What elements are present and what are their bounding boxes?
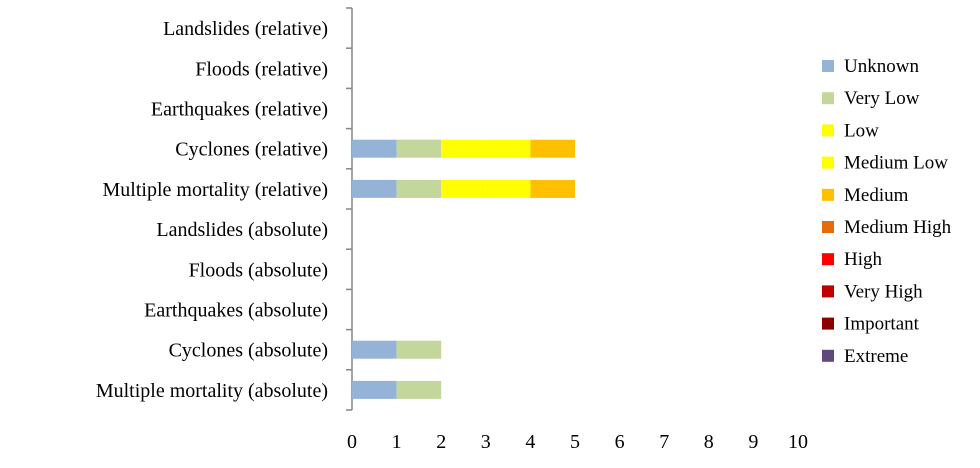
category-label: Earthquakes (absolute) — [144, 300, 328, 322]
bar-segment — [485, 139, 531, 158]
x-tick-label: 9 — [748, 431, 758, 453]
category-label: Landslides (relative) — [163, 18, 328, 40]
legend-swatch — [822, 92, 834, 105]
bar-segment — [396, 179, 442, 198]
category-label: Floods (relative) — [195, 58, 328, 80]
bar-segment — [485, 179, 531, 198]
legend-label: Unknown — [844, 56, 919, 77]
category-label: Multiple mortality (absolute) — [96, 380, 328, 402]
axes — [346, 7, 353, 411]
x-tick-label: 5 — [570, 431, 580, 453]
legend-label: Medium — [844, 185, 909, 206]
legend-swatch — [822, 124, 834, 137]
bar-segment — [396, 139, 442, 158]
bars — [352, 139, 575, 399]
bar-segment — [352, 179, 397, 198]
legend-swatch — [822, 221, 834, 233]
x-tick-label: 6 — [615, 431, 625, 453]
legend-swatch — [822, 156, 834, 169]
legend-label: Low — [844, 120, 879, 141]
legend-swatch — [822, 285, 834, 298]
x-tick-label: 1 — [392, 431, 402, 453]
bar-segment — [352, 139, 397, 158]
legend-swatch — [822, 253, 834, 266]
x-tick-label: 8 — [704, 431, 714, 453]
x-tick-label: 2 — [436, 431, 446, 453]
x-tick-label: 4 — [525, 431, 535, 453]
legend-swatch — [822, 317, 834, 330]
x-tick-label: 3 — [481, 431, 491, 453]
bar-segment — [396, 340, 442, 359]
legend-swatch — [822, 349, 834, 362]
x-tick-label: 0 — [347, 431, 357, 453]
category-label: Landslides (absolute) — [156, 219, 328, 241]
legend-label: Very Low — [844, 88, 920, 109]
bar-segment — [352, 340, 397, 359]
legend: Unknown Very Low Low Medium Low Medium Medium… — [822, 56, 952, 367]
category-labels: Landslides (relative) Floods (relative) Ea… — [96, 18, 328, 402]
bar-segment — [352, 380, 397, 399]
x-tick-label: 10 — [788, 431, 808, 453]
category-label: Cyclones (relative) — [175, 139, 328, 161]
legend-label: Medium High — [844, 217, 952, 238]
category-label: Cyclones (absolute) — [169, 340, 328, 362]
x-tick-labels: 0 1 2 3 4 5 6 7 8 9 10 — [347, 431, 808, 453]
category-label: Earthquakes (relative) — [151, 99, 328, 121]
bar-segment — [530, 139, 575, 158]
legend-swatch — [822, 188, 834, 201]
bar-segment — [530, 179, 575, 198]
x-tick-label: 7 — [659, 431, 669, 453]
bar-segment — [441, 179, 486, 198]
legend-label: Important — [844, 314, 920, 335]
category-label: Multiple mortality (relative) — [103, 179, 329, 201]
legend-label: Very High — [844, 281, 923, 302]
legend-swatch — [822, 60, 834, 72]
legend-label: Extreme — [844, 346, 908, 367]
bar-segment — [396, 380, 442, 399]
bar-segment — [441, 139, 486, 158]
legend-label: High — [844, 249, 883, 270]
category-label: Floods (absolute) — [189, 259, 328, 281]
legend-label: Medium Low — [844, 153, 948, 174]
